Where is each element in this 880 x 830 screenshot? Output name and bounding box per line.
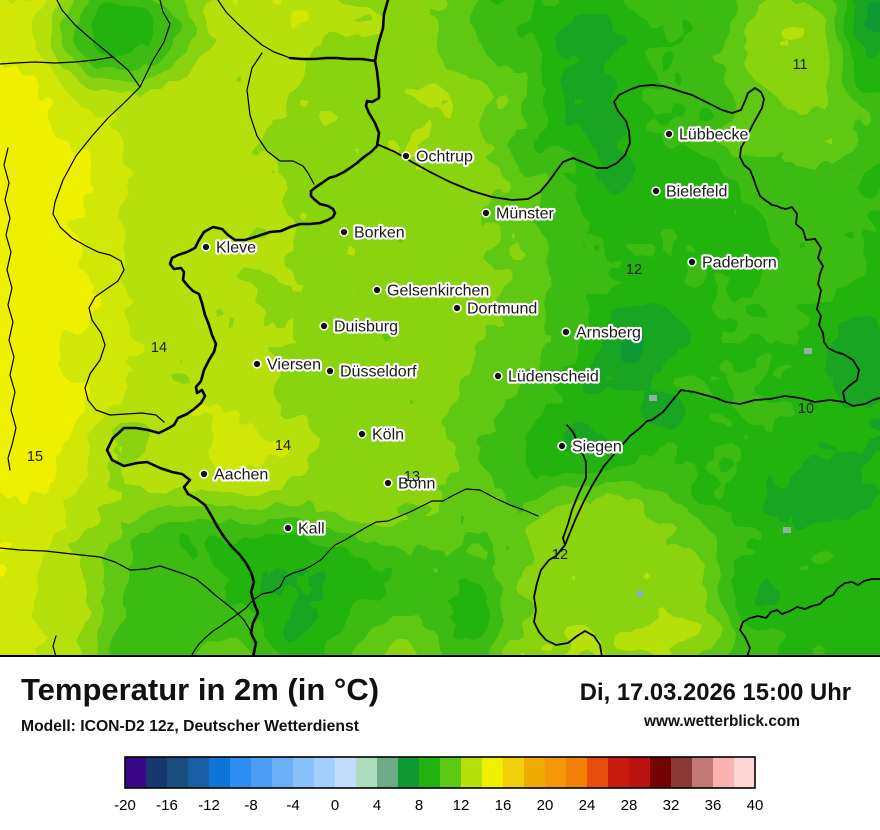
svg-text:4: 4 [373,797,381,814]
svg-text:8: 8 [415,797,423,814]
svg-text:Viersen: Viersen [267,357,321,374]
svg-text:Kall: Kall [298,521,325,538]
svg-text:Lübbecke: Lübbecke [679,127,748,144]
svg-text:Dortmund: Dortmund [467,301,537,318]
svg-text:Lüdenscheid: Lüdenscheid [508,369,599,386]
svg-text:Bielefeld: Bielefeld [666,184,727,201]
svg-text:-4: -4 [286,797,299,814]
svg-text:14: 14 [151,340,167,356]
svg-text:Arnsberg: Arnsberg [576,325,641,342]
svg-text:12: 12 [626,262,642,278]
svg-text:14: 14 [275,438,291,454]
svg-text:Borken: Borken [354,225,405,242]
svg-text:Ochtrup: Ochtrup [416,149,473,166]
svg-text:10: 10 [798,401,814,417]
svg-text:Bonn: Bonn [398,476,435,493]
svg-text:Siegen: Siegen [572,439,622,456]
svg-text:32: 32 [663,797,680,814]
svg-text:-12: -12 [198,797,220,814]
svg-text:Düsseldorf: Düsseldorf [340,364,417,381]
svg-text:Paderborn: Paderborn [702,255,777,272]
svg-text:12: 12 [453,797,470,814]
svg-text:13: 13 [404,469,420,485]
svg-text:40: 40 [747,797,764,814]
svg-text:Temperatur in 2m (in °C): Temperatur in 2m (in °C) [21,672,379,707]
svg-text:24: 24 [579,797,596,814]
svg-text:Kleve: Kleve [216,240,256,257]
svg-text:20: 20 [537,797,554,814]
svg-text:Münster: Münster [496,206,554,223]
svg-text:Di, 17.03.2026 15:00 Uhr: Di, 17.03.2026 15:00 Uhr [580,679,851,706]
svg-text:-8: -8 [244,797,257,814]
svg-text:12: 12 [552,547,568,563]
svg-text:28: 28 [621,797,638,814]
svg-text:15: 15 [27,449,43,465]
svg-text:-16: -16 [156,797,178,814]
svg-text:-20: -20 [114,797,136,814]
svg-text:0: 0 [331,797,339,814]
svg-text:11: 11 [792,57,807,73]
svg-text:Gelsenkirchen: Gelsenkirchen [387,283,489,300]
svg-text:Modell: ICON-D2 12z, Deutscher: Modell: ICON-D2 12z, Deutscher Wetterdie… [21,718,360,735]
svg-text:Köln: Köln [372,427,404,444]
svg-text:Duisburg: Duisburg [334,319,398,336]
svg-text:www.wetterblick.com: www.wetterblick.com [643,713,800,730]
svg-text:36: 36 [705,797,722,814]
svg-text:16: 16 [495,797,512,814]
svg-text:Aachen: Aachen [214,467,268,484]
